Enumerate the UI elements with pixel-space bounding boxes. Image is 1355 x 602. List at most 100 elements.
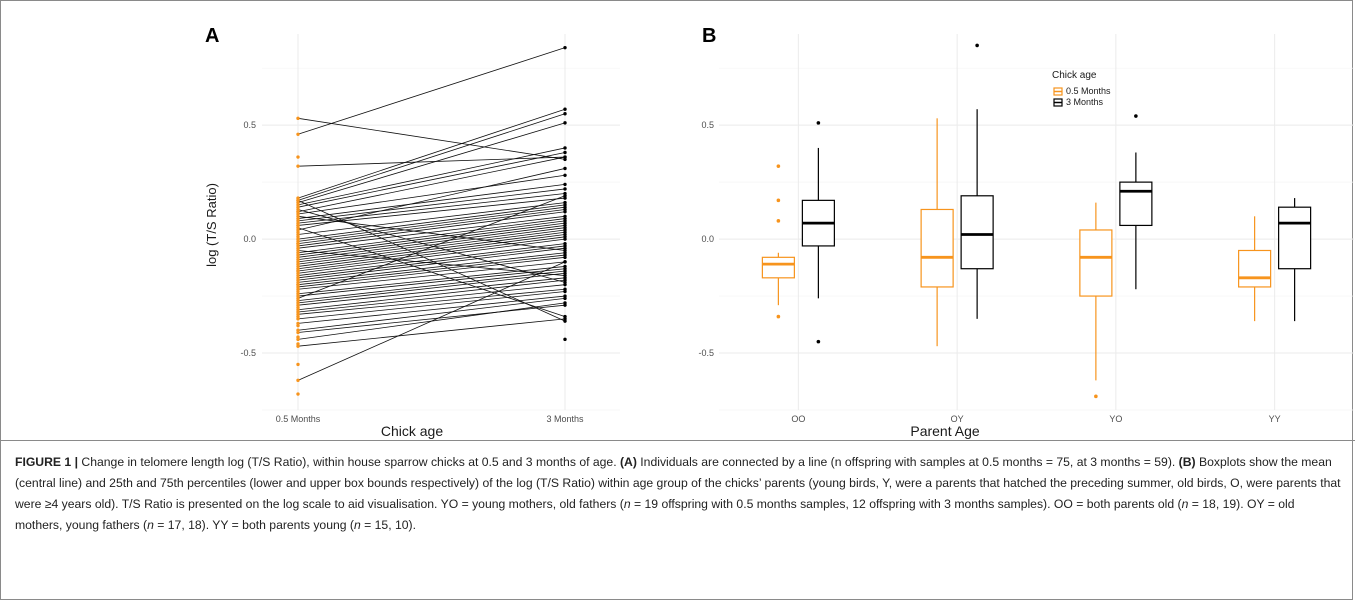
connecting-line — [297, 184, 566, 219]
legend-entry-3-months: 3 Months — [1053, 97, 1104, 107]
y-tick-label: 0.5 — [243, 120, 256, 130]
box-0.5-months-yo — [1079, 202, 1113, 399]
panel-a-x-axis-title: Chick age — [381, 423, 443, 439]
point-0.5-months — [296, 330, 300, 335]
caption-part: n — [353, 518, 361, 532]
panel-b-x-axis-title: Parent Age — [910, 423, 979, 439]
connecting-line — [297, 236, 566, 272]
legend-title: Chick age — [1052, 70, 1097, 81]
connecting-line — [297, 220, 566, 256]
point-0.5-months — [296, 116, 300, 121]
connecting-line — [297, 225, 566, 260]
caption-part: Boxplots show the mean (central line) an… — [15, 455, 1341, 511]
connecting-line — [297, 204, 566, 240]
box-3-months-yy — [1278, 198, 1312, 322]
point-3-months — [563, 121, 567, 125]
connecting-line — [297, 206, 566, 242]
point-3-months — [563, 260, 567, 264]
point-3-months — [563, 314, 567, 319]
box-body — [960, 195, 994, 270]
point-3-months — [563, 166, 567, 171]
box-3-months-oy — [960, 43, 994, 319]
connecting-line — [297, 174, 566, 215]
caption-box: FIGURE 1 | Change in telomere length log… — [0, 440, 1355, 536]
point-0.5-months — [296, 269, 300, 273]
legend-entry-0.5-months: 0.5 Months — [1053, 86, 1111, 96]
panel-a-chart: A log (T/S Ratio) Chick age -0.5 0.0 0.5 0.… — [204, 25, 620, 439]
point-3-months — [563, 146, 567, 150]
connecting-line — [297, 279, 566, 311]
caption-part: n — [623, 497, 631, 511]
connecting-line — [297, 254, 566, 286]
point-0.5-months — [296, 314, 300, 319]
x-tick-label: OY — [951, 414, 964, 424]
connecting-line — [297, 218, 566, 254]
connecting-line — [297, 199, 566, 322]
connecting-line — [297, 238, 566, 274]
point-3-months — [563, 246, 567, 250]
panel-b-chart: B Parent Age -0.5 0.0 0.5 OO OY YO YY Chick ag… — [698, 25, 1354, 439]
legend-label: 3 Months — [1066, 97, 1104, 107]
point-3-months — [563, 210, 567, 214]
point-0.5-months — [296, 155, 300, 159]
outlier-point — [776, 219, 781, 223]
legend-label: 0.5 Months — [1066, 86, 1111, 96]
box-3-months-yo — [1119, 114, 1153, 290]
connecting-line — [297, 304, 566, 333]
point-0.5-months — [296, 132, 300, 136]
connecting-line — [297, 288, 566, 315]
caption-part: = 17, 18). YY = both parents young ( — [153, 518, 354, 532]
x-tick-label: YY — [1269, 414, 1281, 424]
connecting-line — [297, 152, 566, 208]
connecting-line — [297, 270, 566, 302]
point-0.5-months — [296, 230, 300, 234]
outlier-point — [776, 164, 781, 168]
y-tick-label: -0.5 — [240, 348, 256, 358]
outlier-point — [816, 339, 821, 344]
point-3-months — [563, 237, 567, 241]
point-3-months — [563, 319, 567, 323]
point-3-months — [563, 280, 567, 285]
connecting-line — [297, 156, 566, 167]
connecting-line — [297, 295, 566, 324]
figure-caption: FIGURE 1 | Change in telomere length log… — [15, 452, 1341, 536]
connecting-line — [297, 297, 566, 331]
caption-part: Individuals are connected by a line (n o… — [636, 455, 1179, 469]
point-0.5-months — [296, 378, 300, 383]
connecting-line — [297, 108, 566, 199]
connecting-line — [297, 227, 566, 263]
point-0.5-months — [296, 323, 300, 328]
x-tick-label: YO — [1109, 414, 1122, 424]
caption-part: = 19 offspring with 0.5 months samples, … — [630, 497, 1182, 511]
point-0.5-months — [296, 164, 300, 168]
connecting-line — [297, 272, 566, 304]
x-tick-label: 3 Months — [546, 414, 584, 424]
point-3-months — [563, 173, 567, 177]
point-3-months — [563, 303, 567, 307]
connecting-line — [297, 227, 566, 317]
connecting-line — [297, 211, 566, 247]
connecting-line — [297, 268, 566, 297]
box-body — [1278, 206, 1312, 270]
caption-part: Change in telomere length log (T/S Ratio… — [78, 455, 620, 469]
outlier-point — [975, 43, 979, 48]
outlier-point — [776, 198, 781, 203]
box-body — [1238, 249, 1272, 288]
x-tick-label: 0.5 Months — [276, 414, 321, 424]
point-0.5-months — [296, 198, 300, 203]
connecting-line — [297, 261, 566, 381]
caption-part: = 15, 10). — [360, 518, 416, 532]
point-3-months — [563, 296, 567, 301]
box-body — [1119, 181, 1153, 227]
x-tick-label: OO — [791, 414, 805, 424]
connecting-line — [297, 277, 566, 306]
connecting-line — [297, 122, 566, 204]
outlier-point — [776, 314, 781, 319]
point-3-months — [563, 182, 567, 187]
panel-b-label: B — [702, 25, 716, 47]
point-3-months — [563, 112, 567, 116]
point-3-months — [563, 45, 567, 50]
outlier-point — [816, 121, 821, 125]
connecting-line — [297, 147, 566, 206]
